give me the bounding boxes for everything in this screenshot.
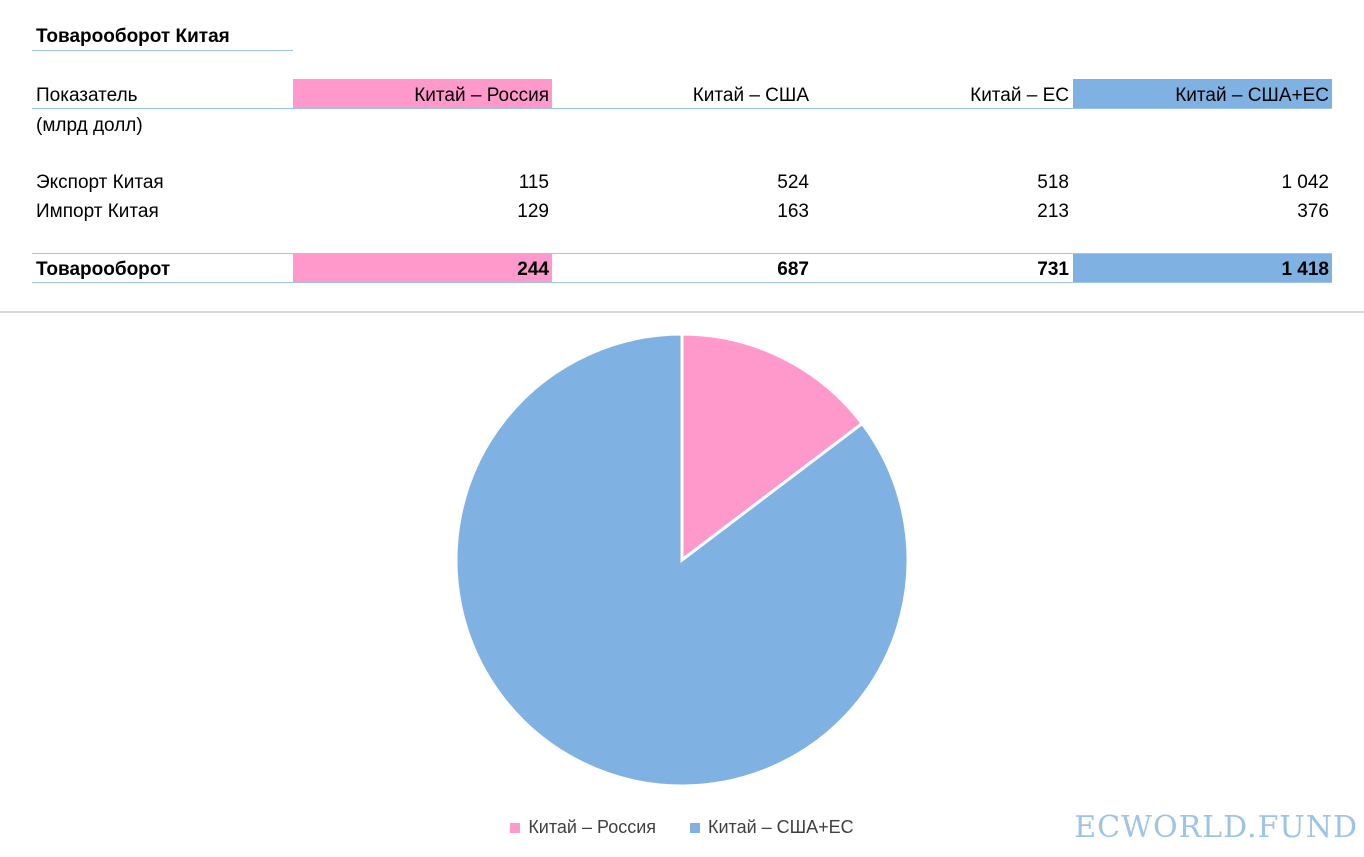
indicator-label: Показатель xyxy=(36,85,138,106)
total-highlight-usa-eu xyxy=(1073,254,1332,282)
export-china-usa-eu: 1 042 xyxy=(1281,172,1329,193)
row-label-import: Импорт Китая xyxy=(36,201,159,222)
import-china-usa: 163 xyxy=(777,201,809,222)
import-china-usa-eu: 376 xyxy=(1297,201,1329,222)
title-underline xyxy=(32,50,293,51)
row-label-export: Экспорт Китая xyxy=(36,172,164,193)
export-china-russia: 115 xyxy=(518,172,549,193)
total-highlight-russia xyxy=(293,254,552,282)
total-bottom-rule xyxy=(32,282,1332,283)
pie-chart xyxy=(454,332,910,788)
chart-legend: Китай – Россия Китай – США+ЕС xyxy=(0,817,1364,838)
total-top-rule xyxy=(32,253,1332,254)
header-rule xyxy=(32,108,1332,109)
pie-slice-1 xyxy=(454,332,910,788)
legend-swatch-china-usa-eu xyxy=(690,822,700,833)
indicator-unit: (млрд долл) xyxy=(36,115,143,136)
table-title: Товарооборот Китая xyxy=(36,26,230,47)
total-china-eu: 731 xyxy=(1037,259,1069,280)
total-china-usa-eu: 1 418 xyxy=(1281,259,1329,280)
chart-separator xyxy=(0,311,1364,313)
legend-item-china-russia: Китай – Россия xyxy=(510,817,656,838)
total-china-russia: 244 xyxy=(517,259,549,280)
legend-label-china-usa-eu: Китай – США+ЕС xyxy=(708,817,854,837)
header-highlight-russia xyxy=(293,79,552,108)
pie-slice-0 xyxy=(680,332,865,564)
row-label-total: Товарооборот xyxy=(36,259,171,280)
import-china-eu: 213 xyxy=(1037,201,1069,222)
col-header-china-usa-eu: Китай – США+ЕС xyxy=(1175,85,1329,106)
export-china-usa: 524 xyxy=(777,172,809,193)
col-header-china-usa: Китай – США xyxy=(692,85,809,106)
header-highlight-usa-eu xyxy=(1073,79,1332,108)
legend-label-china-russia: Китай – Россия xyxy=(528,817,656,837)
watermark-logo: ECWORLD.FUND xyxy=(1074,810,1358,845)
col-header-china-russia: Китай – Россия xyxy=(414,85,549,106)
total-china-usa: 687 xyxy=(777,259,809,280)
col-header-china-eu: Китай – ЕС xyxy=(970,85,1069,106)
import-china-russia: 129 xyxy=(517,201,549,222)
legend-swatch-china-russia xyxy=(510,822,521,833)
legend-item-china-usa-eu: Китай – США+ЕС xyxy=(690,817,854,838)
export-china-eu: 518 xyxy=(1037,172,1069,193)
